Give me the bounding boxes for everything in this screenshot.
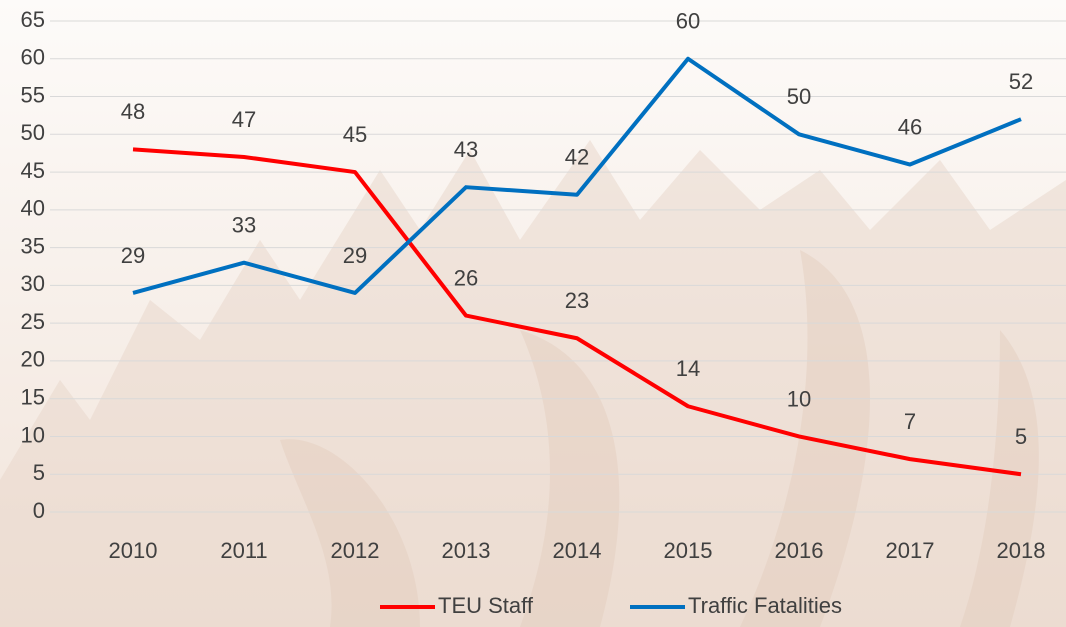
y-tick-label: 30 bbox=[21, 271, 45, 296]
decoration bbox=[280, 250, 1039, 627]
data-label: 45 bbox=[343, 122, 367, 147]
y-tick-label: 10 bbox=[21, 422, 45, 447]
x-tick-label: 2016 bbox=[775, 538, 824, 563]
x-tick-label: 2012 bbox=[331, 538, 380, 563]
y-tick-label: 25 bbox=[21, 309, 45, 334]
data-label: 47 bbox=[232, 107, 256, 132]
data-label: 43 bbox=[454, 137, 478, 162]
legend-label: TEU Staff bbox=[438, 593, 534, 618]
x-tick-label: 2013 bbox=[442, 538, 491, 563]
x-tick-label: 2010 bbox=[109, 538, 158, 563]
y-tick-label: 40 bbox=[21, 196, 45, 221]
y-tick-label: 60 bbox=[21, 45, 45, 70]
y-tick-label: 5 bbox=[33, 460, 45, 485]
data-label: 46 bbox=[898, 114, 922, 139]
x-tick-label: 2015 bbox=[664, 538, 713, 563]
y-tick-label: 55 bbox=[21, 82, 45, 107]
decoration bbox=[0, 140, 1066, 627]
y-tick-label: 65 bbox=[21, 7, 45, 32]
x-tick-label: 2017 bbox=[886, 538, 935, 563]
x-tick-label: 2014 bbox=[553, 538, 602, 563]
data-label: 26 bbox=[454, 265, 478, 290]
data-label: 50 bbox=[787, 84, 811, 109]
data-label: 5 bbox=[1015, 424, 1027, 449]
y-tick-label: 20 bbox=[21, 347, 45, 372]
data-label: 42 bbox=[565, 145, 589, 170]
y-tick-label: 35 bbox=[21, 233, 45, 258]
data-label: 29 bbox=[343, 243, 367, 268]
plot: 0 5 10 15 20 25 30 35 40 45 50 55 60 65 2010 2011 2012 20… bbox=[21, 7, 1066, 618]
x-tick-label: 2011 bbox=[220, 538, 267, 563]
x-tick-label: 2018 bbox=[997, 538, 1046, 563]
y-tick-label: 15 bbox=[21, 385, 45, 410]
series-line bbox=[132, 56, 1022, 295]
y-tick-label: 50 bbox=[21, 120, 45, 145]
data-label: 33 bbox=[232, 213, 256, 238]
series-line bbox=[132, 147, 1022, 477]
data-label: 60 bbox=[676, 9, 700, 34]
data-label: 14 bbox=[676, 356, 700, 381]
y-tick-label: 0 bbox=[33, 498, 45, 523]
data-label: 29 bbox=[121, 243, 145, 268]
legend-label: Traffic Fatalities bbox=[688, 593, 842, 618]
data-label: 10 bbox=[787, 386, 811, 411]
y-tick-label: 45 bbox=[21, 158, 45, 183]
data-label: 7 bbox=[904, 409, 916, 434]
data-label: 48 bbox=[121, 99, 145, 124]
data-label: 23 bbox=[565, 288, 589, 313]
data-label: 52 bbox=[1009, 69, 1033, 94]
